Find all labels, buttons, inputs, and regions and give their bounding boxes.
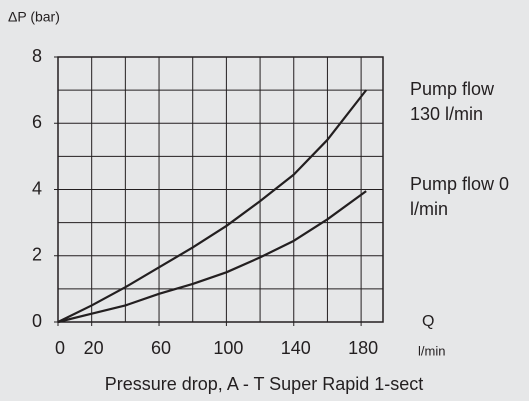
x-tick-label: 180 — [348, 338, 378, 358]
y-axis-label: ΔP (bar) — [8, 9, 60, 25]
x-axis-unit: l/min — [418, 343, 445, 358]
y-tick-label: 0 — [32, 311, 42, 331]
x-axis-label: Q — [422, 313, 434, 330]
x-tick-label: 60 — [151, 338, 171, 358]
series-label: Pump flow 130 l/min — [410, 79, 495, 124]
series-label: Pump flow 0 l/min — [410, 174, 510, 219]
x-tick-label: 0 — [55, 338, 65, 358]
y-tick-label: 6 — [32, 112, 42, 132]
y-tick-label: 4 — [32, 178, 42, 198]
chart-title: Pressure drop, A - T Super Rapid 1-sect — [105, 374, 424, 394]
x-tick-label: 140 — [281, 338, 311, 358]
x-tick-label: 20 — [84, 338, 104, 358]
y-tick-label: 2 — [32, 245, 42, 265]
y-tick-label: 8 — [32, 46, 42, 66]
series-line — [57, 190, 367, 324]
series-line — [57, 89, 368, 323]
x-tick-label: 100 — [213, 338, 243, 358]
